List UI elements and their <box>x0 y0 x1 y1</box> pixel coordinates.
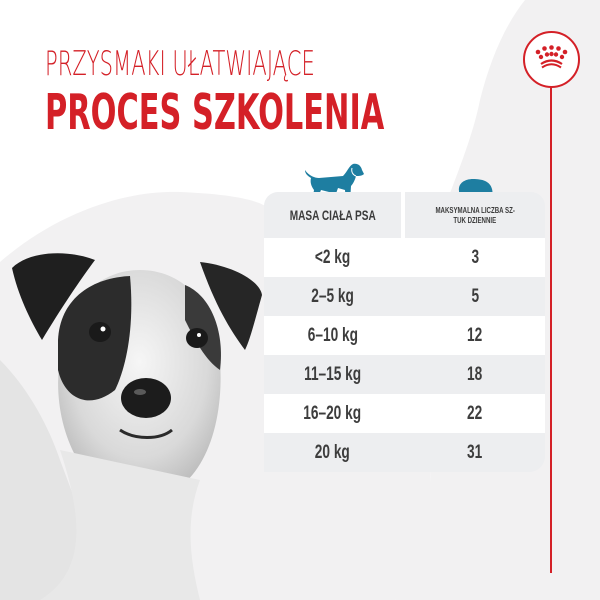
crown-icon <box>535 45 568 69</box>
weight-cell: 11–15 kg <box>303 363 362 385</box>
dosage-table: MASA CIAŁA PSA MAKSYMALNA LICZBA SZ- TUK… <box>264 192 545 472</box>
table-row: 16–20 kg 22 <box>264 394 545 433</box>
weight-cell: 2–5 kg <box>311 285 354 307</box>
max-count-cell: 12 <box>467 324 483 346</box>
max-count-cell: 3 <box>471 246 479 268</box>
table-row: 11–15 kg 18 <box>264 355 545 394</box>
max-count-cell: 5 <box>471 285 479 307</box>
table-row: 2–5 kg 5 <box>264 277 545 316</box>
max-count-cell: 22 <box>467 402 483 424</box>
weight-cell: 6–10 kg <box>307 324 358 346</box>
dog-photo <box>0 253 262 600</box>
table-row: 6–10 kg 12 <box>264 316 545 355</box>
main-heading: PROCES SZKOLENIA <box>45 84 385 141</box>
max-count-cell: 31 <box>467 441 483 463</box>
max-count-cell: 18 <box>467 363 483 385</box>
weight-cell: 16–20 kg <box>303 402 362 424</box>
table-header: MASA CIAŁA PSA MAKSYMALNA LICZBA SZ- TUK… <box>264 192 545 238</box>
table-row: 20 kg 31 <box>264 433 545 472</box>
brand-logo <box>523 31 580 88</box>
weight-cell: 20 kg <box>315 441 350 463</box>
weight-cell: <2 kg <box>314 246 351 268</box>
table-row: <2 kg 3 <box>264 238 545 277</box>
decorative-red-line <box>550 86 552 573</box>
subtitle-heading: PRZYSMAKI UŁATWIAJĄCE <box>45 44 315 84</box>
column-header-max-count: MAKSYMALNA LICZBA SZ- TUK DZIENNIE <box>405 192 545 238</box>
column-header-weight: MASA CIAŁA PSA <box>264 192 401 238</box>
